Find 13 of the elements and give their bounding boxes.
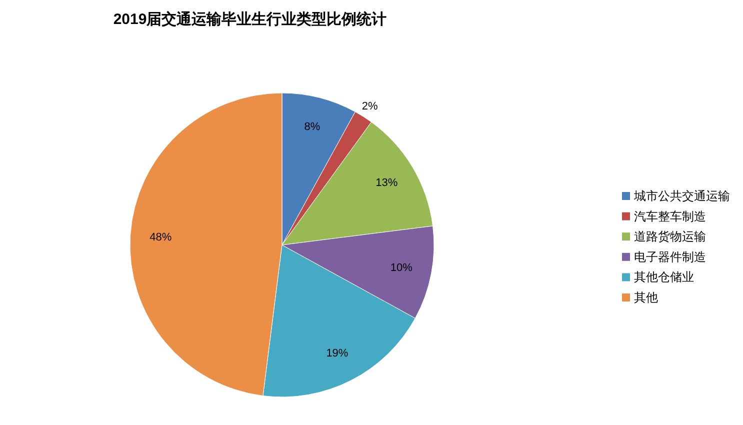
legend-label: 汽车整车制造 bbox=[634, 209, 706, 224]
legend-label: 道路货物运输 bbox=[634, 230, 706, 244]
data-label: 19% bbox=[326, 347, 348, 360]
legend-label: 其他 bbox=[634, 290, 658, 304]
data-label: 10% bbox=[390, 262, 413, 274]
legend-label: 其他仓储业 bbox=[634, 270, 694, 284]
data-label: 48% bbox=[150, 231, 172, 244]
legend-label: 城市公共交通运输 bbox=[633, 189, 730, 203]
data-label: 8% bbox=[304, 121, 320, 134]
legend-label: 电子器件制造 bbox=[634, 250, 706, 264]
chart-title: 2019届交通运输毕业生行业类型比例统计 bbox=[113, 10, 387, 28]
data-label: 13% bbox=[376, 177, 398, 190]
data-label: 2% bbox=[362, 100, 378, 113]
